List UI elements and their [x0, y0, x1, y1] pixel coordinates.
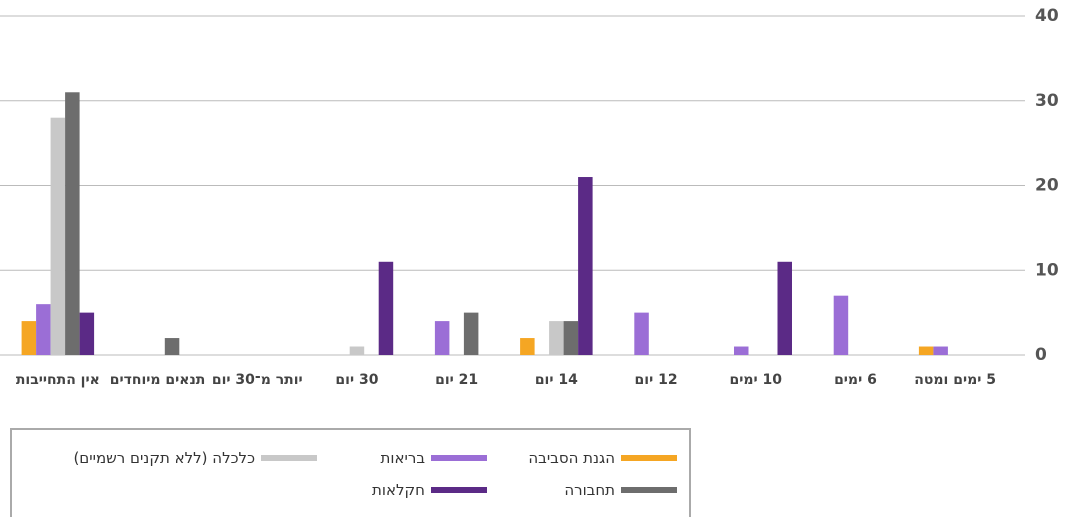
bar — [50, 117, 66, 355]
bar — [734, 346, 749, 355]
bar — [833, 295, 849, 355]
bar — [434, 321, 450, 355]
bar — [520, 338, 535, 355]
plot: 0 10 20 30 40 — [0, 6, 1059, 365]
legend-item: הגנת הסביבה — [487, 442, 677, 474]
bar — [933, 346, 948, 355]
x-tick-label: 6 ימים — [834, 372, 877, 388]
legend-item: כלכלה (ללא תקנים רשמיים) — [12, 442, 317, 474]
legend-item: בריאות — [317, 442, 487, 474]
legend: הגנת הסביבה בריאות כלכלה (ללא תקנים רשמיים… — [10, 428, 691, 517]
x-tick-label: 10 ימים — [729, 372, 782, 388]
bar — [463, 312, 479, 355]
bar — [777, 261, 792, 355]
legend-swatch — [621, 455, 677, 461]
bar — [21, 321, 37, 355]
legend-swatch — [431, 487, 487, 493]
legend-item: תחבורה — [487, 474, 677, 506]
x-tick-label: 5 ימים ומטה — [914, 372, 996, 388]
bar — [563, 321, 579, 355]
bar — [578, 177, 593, 355]
bar — [378, 261, 394, 355]
bar — [549, 321, 564, 355]
legend-label: תחבורה — [564, 481, 615, 499]
x-tick-label: 30 יום — [335, 372, 379, 388]
bar — [634, 312, 649, 355]
y-tick-label: 20 — [1035, 176, 1059, 196]
bar — [36, 304, 51, 355]
legend-label: הגנת הסביבה — [528, 449, 615, 467]
legend-swatch — [621, 487, 677, 493]
y-tick-label: 30 — [1035, 91, 1059, 111]
y-tick-label: 10 — [1035, 260, 1059, 280]
x-tick-label: 12 יום — [634, 372, 678, 388]
x-tick-label: תנאים מיוחדים — [109, 372, 206, 388]
bar — [79, 312, 95, 355]
legend-label: בריאות — [380, 449, 425, 467]
bar — [918, 346, 934, 355]
x-tick-label: יותר מ־30 יום — [211, 372, 303, 388]
y-tick-label: 0 — [1035, 345, 1047, 365]
x-tick-label: 21 יום — [435, 372, 479, 388]
y-tick-label: 40 — [1035, 6, 1059, 26]
legend-swatch — [261, 455, 317, 461]
legend-label: חקלאות — [372, 481, 425, 499]
bar — [164, 338, 180, 355]
bar — [65, 92, 80, 356]
legend-swatch — [431, 455, 487, 461]
x-tick-label: אין התחייבות — [15, 372, 100, 388]
x-tick-label: 14 יום — [534, 372, 578, 388]
legend-item: חקלאות — [317, 474, 487, 506]
bar — [349, 346, 365, 355]
legend-label: כלכלה (ללא תקנים רשמיים) — [73, 449, 255, 467]
